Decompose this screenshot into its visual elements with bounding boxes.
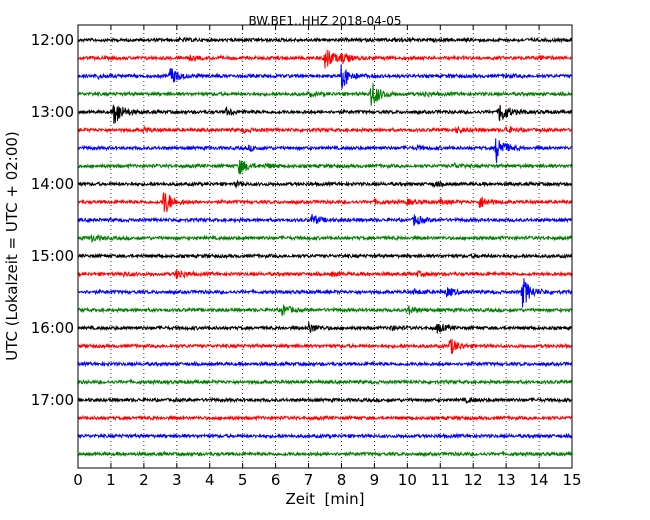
- x-axis-ticks: 0 1 2 3 4 5 6 7 8 9 10 11 12 13 14 15: [73, 25, 582, 489]
- x-axis-label: Zeit [min]: [285, 490, 364, 508]
- trace-1230: [77, 64, 573, 89]
- trace-1315: [77, 125, 573, 135]
- trace-1645: [77, 378, 573, 386]
- trace-1530: [77, 278, 573, 308]
- trace-1215: [77, 49, 573, 69]
- x-tick-label: 7: [304, 471, 314, 489]
- x-tick-label: 1: [106, 471, 116, 489]
- x-tick-label: 3: [172, 471, 182, 489]
- y-axis-label: UTC (Lokalzeit = UTC + 02:00): [3, 131, 21, 361]
- trace-1730: [77, 432, 573, 440]
- y-tick-label: 15:00: [31, 247, 74, 265]
- y-tick-label: 12:00: [31, 31, 74, 49]
- trace-1715: [77, 414, 573, 422]
- x-tick-label: 2: [139, 471, 149, 489]
- y-axis-ticks: 12:00 13:00 14:00 15:00 16:00 17:00: [31, 31, 572, 409]
- trace-1300: [77, 104, 573, 124]
- trace-1600: [77, 322, 573, 334]
- trace-1330: [77, 138, 573, 163]
- x-tick-label: 13: [497, 471, 516, 489]
- trace-1630: [77, 360, 573, 368]
- x-tick-label: 11: [431, 471, 450, 489]
- trace-1515: [77, 269, 573, 280]
- y-tick-label: 17:00: [31, 391, 74, 409]
- trace-1545: [77, 304, 573, 316]
- trace-1200: [77, 36, 573, 44]
- x-tick-label: 6: [271, 471, 281, 489]
- x-tick-label: 5: [238, 471, 248, 489]
- trace-1445: [77, 233, 573, 243]
- y-tick-label: 14:00: [31, 175, 74, 193]
- x-tick-label: 8: [337, 471, 347, 489]
- trace-1745: [77, 450, 573, 458]
- x-tick-label: 12: [464, 471, 483, 489]
- x-tick-label: 4: [205, 471, 215, 489]
- trace-1500: [77, 252, 573, 260]
- x-tick-label: 14: [530, 471, 549, 489]
- seismogram-traces: [77, 36, 573, 458]
- trace-1245: [77, 82, 573, 106]
- trace-1700: [77, 396, 573, 405]
- trace-1615: [77, 338, 573, 354]
- trace-1345: [77, 159, 573, 175]
- x-tick-label: 9: [370, 471, 380, 489]
- x-tick-label: 0: [73, 471, 83, 489]
- y-tick-label: 16:00: [31, 319, 74, 337]
- x-tick-label: 15: [562, 471, 581, 489]
- trace-1415: [77, 192, 573, 213]
- chart-title: BW.BE1..HHZ 2018-04-05: [248, 14, 401, 28]
- trace-1430: [77, 213, 573, 227]
- trace-1400: [77, 179, 573, 189]
- plot-frame: [77, 24, 573, 469]
- y-tick-label: 13:00: [31, 103, 74, 121]
- x-tick-label: 10: [398, 471, 417, 489]
